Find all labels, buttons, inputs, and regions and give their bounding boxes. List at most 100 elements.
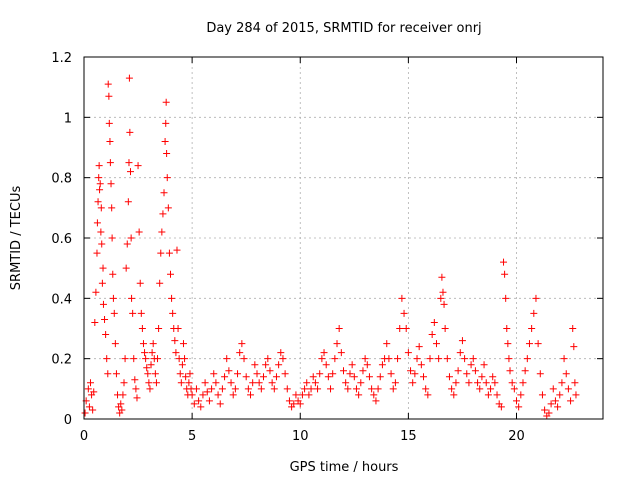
data-point <box>391 379 399 387</box>
data-point <box>368 385 376 393</box>
data-point <box>478 373 486 381</box>
data-point <box>104 370 112 378</box>
data-point <box>108 234 116 242</box>
data-point <box>124 198 132 206</box>
data-point <box>523 355 531 363</box>
data-point <box>108 204 116 212</box>
data-point <box>456 349 464 357</box>
x-tick-label: 10 <box>292 429 309 444</box>
data-point <box>333 340 341 348</box>
data-point <box>517 391 525 399</box>
data-point <box>190 400 198 408</box>
data-point <box>162 119 170 127</box>
data-point <box>126 128 134 136</box>
data-point <box>145 379 153 387</box>
data-point <box>95 162 103 170</box>
data-point <box>480 361 488 369</box>
data-point <box>569 325 577 332</box>
data-point <box>107 180 115 188</box>
data-point <box>316 370 324 378</box>
data-point <box>528 325 536 332</box>
data-point <box>452 379 460 387</box>
data-point <box>503 325 511 332</box>
data-point <box>229 391 237 399</box>
data-point <box>195 397 203 405</box>
data-point <box>296 400 304 408</box>
data-point <box>96 186 104 194</box>
data-point <box>363 361 371 369</box>
data-point <box>438 273 446 281</box>
data-point <box>249 379 257 387</box>
data-point <box>305 391 313 399</box>
data-point <box>331 355 339 363</box>
data-point <box>188 391 196 399</box>
data-point <box>84 385 92 393</box>
data-point <box>491 379 499 387</box>
data-point <box>212 379 220 387</box>
data-point <box>357 379 365 387</box>
data-point <box>348 361 356 369</box>
data-point <box>98 279 106 287</box>
data-point <box>394 355 402 363</box>
data-point <box>210 370 218 378</box>
data-point <box>97 228 105 236</box>
data-point <box>156 279 164 287</box>
data-point <box>378 361 386 369</box>
data-point <box>149 340 157 348</box>
data-point <box>519 379 527 387</box>
data-point <box>173 246 181 254</box>
data-point <box>463 370 471 378</box>
data-point <box>281 370 289 378</box>
data-point <box>534 340 542 348</box>
data-point <box>94 198 102 206</box>
data-point <box>484 391 492 399</box>
data-point <box>125 159 133 167</box>
data-point <box>275 361 283 369</box>
data-point <box>99 300 107 308</box>
data-point <box>350 373 358 381</box>
data-point <box>90 388 98 396</box>
data-point <box>179 340 187 348</box>
data-point <box>268 379 276 387</box>
data-point <box>361 355 369 363</box>
data-point <box>359 367 367 375</box>
data-point <box>283 385 291 393</box>
data-point <box>407 367 415 375</box>
data-point <box>385 355 393 363</box>
data-point <box>95 174 103 182</box>
data-point <box>279 355 287 363</box>
data-point <box>551 397 559 405</box>
data-point <box>103 355 111 363</box>
data-point <box>474 379 482 387</box>
data-point <box>99 264 107 272</box>
data-point <box>158 228 166 236</box>
data-point <box>309 373 317 381</box>
data-point <box>562 370 570 378</box>
data-point <box>186 370 194 378</box>
data-point <box>238 340 246 348</box>
y-tick-label: 0 <box>64 413 72 428</box>
data-point <box>515 403 523 411</box>
data-point <box>508 379 516 387</box>
data-point <box>538 391 546 399</box>
data-point <box>120 379 128 387</box>
data-point <box>227 379 235 387</box>
data-point <box>208 385 216 393</box>
data-point <box>342 379 350 387</box>
data-point <box>142 355 150 363</box>
data-point <box>441 325 449 332</box>
data-point <box>164 204 172 212</box>
data-point <box>448 385 456 393</box>
data-point <box>253 370 261 378</box>
data-point <box>374 385 382 393</box>
data-point <box>567 397 575 405</box>
data-point <box>439 288 447 296</box>
data-point <box>547 400 555 408</box>
data-point <box>131 376 139 384</box>
plot-frame <box>83 56 604 420</box>
data-point <box>160 189 168 197</box>
data-point <box>126 168 134 176</box>
x-tick-label: 5 <box>188 429 196 444</box>
data-point <box>398 294 406 302</box>
data-point <box>372 397 380 405</box>
